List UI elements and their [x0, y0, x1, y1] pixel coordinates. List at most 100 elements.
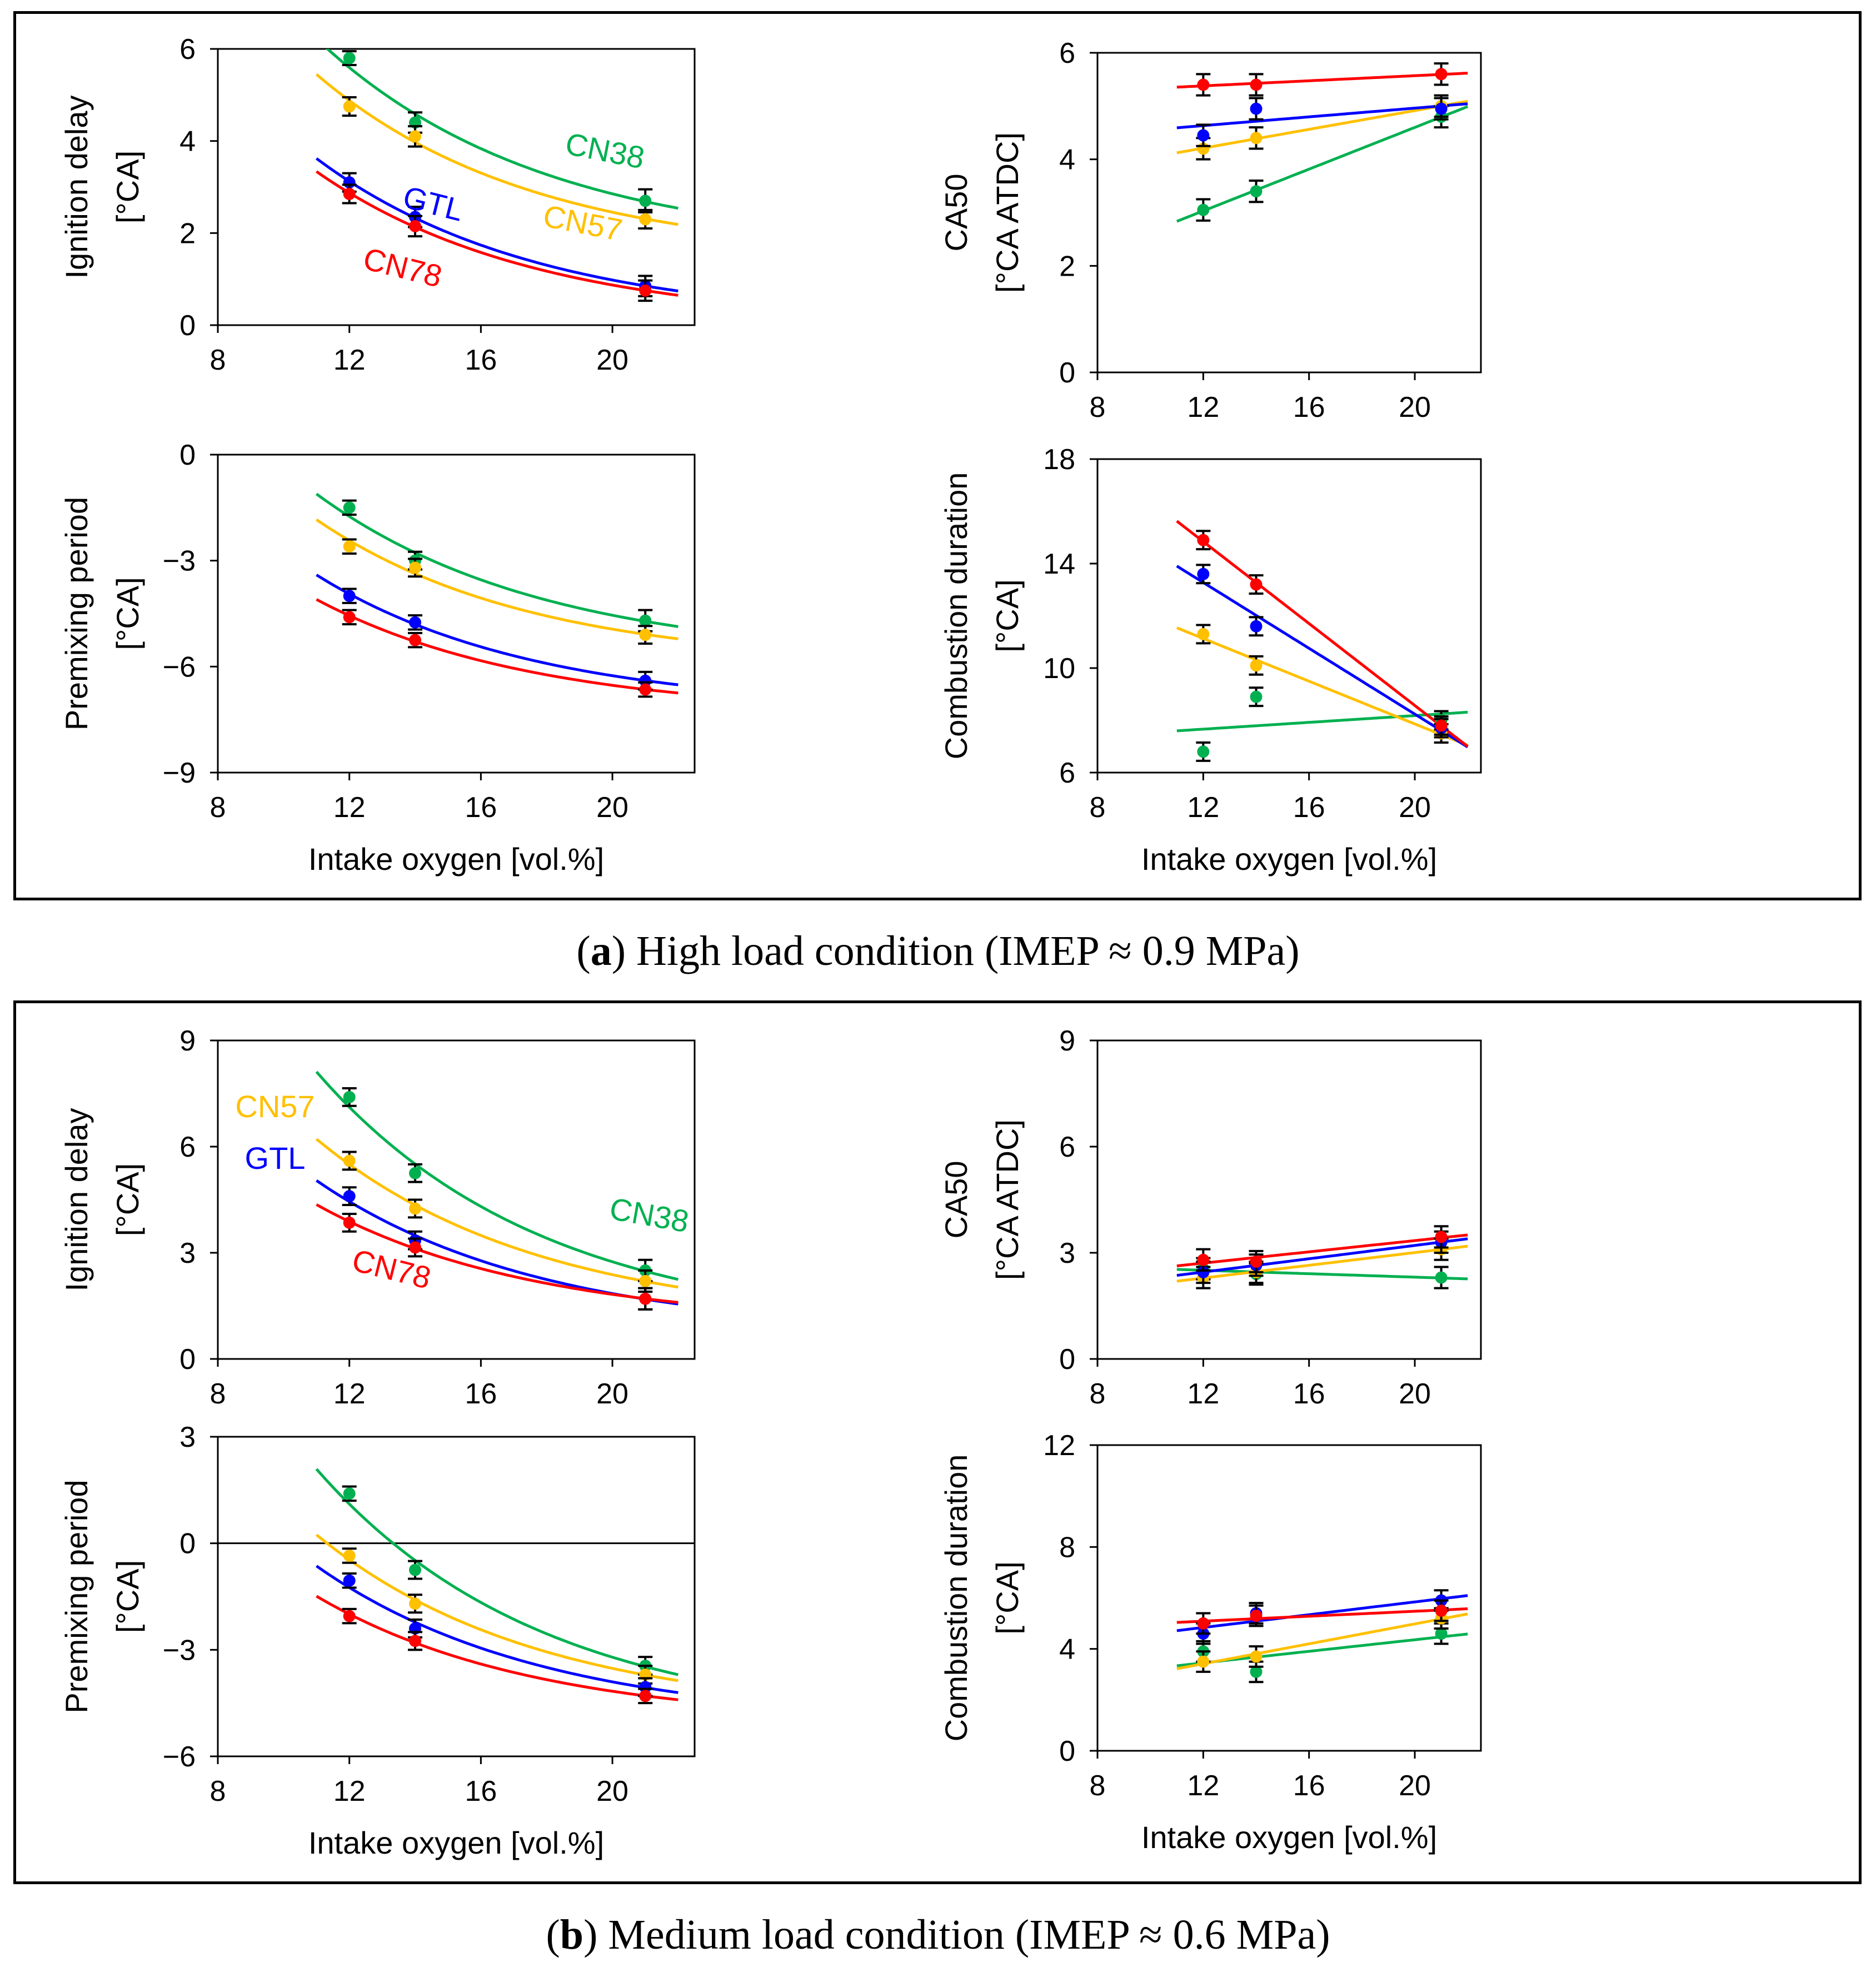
data-point-cn78: [409, 634, 422, 646]
y-tick-label: −3: [163, 1634, 196, 1666]
fit-line-cn57: [1176, 1244, 1468, 1283]
series-label-cn57: CN57: [540, 198, 625, 247]
x-tick-label: 8: [210, 791, 226, 824]
plot-frame: [1096, 1444, 1482, 1752]
x-tick-label: 8: [1090, 1378, 1106, 1410]
data-point-gtl: [639, 674, 652, 687]
data-point-cn78: [639, 284, 652, 297]
y-tick-label: 6: [1059, 757, 1075, 789]
data-point-cn78: [639, 1690, 652, 1702]
caption-a: (a) High load condition (IMEP ≈ 0.9 MPa): [576, 928, 1300, 974]
data-point-cn78: [1435, 1604, 1448, 1617]
x-tick-label: 16: [465, 1775, 497, 1807]
data-point-cn57: [1197, 1655, 1210, 1668]
data-point-cn57: [409, 1597, 422, 1610]
data-point-gtl: [343, 1190, 356, 1203]
x-tick-label: 12: [1187, 391, 1219, 424]
chart-a-ignition: 0 2 4 6 8 12 16 20 Ignition delay [°CA] CN38 CN57 GT…: [59, 33, 696, 376]
data-point-cn38: [1197, 745, 1210, 758]
data-point-cn78: [1197, 534, 1210, 546]
x-tick-label: 20: [1399, 1378, 1431, 1410]
y-tick-label: 6: [1059, 37, 1075, 69]
y-tick-label: 0: [179, 439, 196, 471]
fit-line-cn38: [1176, 1268, 1468, 1281]
y-axis-label: [°CA ATDC]: [990, 1119, 1025, 1280]
y-tick-label: 0: [1059, 1735, 1075, 1767]
y-tick-label: −6: [163, 1741, 196, 1773]
fit-line-cn78: [316, 598, 678, 695]
series-label-cn38: CN38: [562, 126, 647, 175]
fit-line-cn57: [1176, 1612, 1468, 1670]
y-tick-label: 0: [179, 1343, 196, 1376]
data-point-gtl: [1197, 129, 1210, 142]
data-point-cn78: [1250, 578, 1263, 591]
fit-line-gtl: [1176, 565, 1469, 749]
data-point-cn57: [639, 629, 652, 641]
data-point-cn57: [1250, 659, 1263, 672]
panel-b-frame: [13, 1000, 1862, 1884]
caption-b: (b) Medium load condition (IMEP ≈ 0.6 MP…: [546, 1911, 1330, 1958]
x-tick-label: 12: [333, 791, 366, 824]
data-point-cn57: [409, 130, 422, 143]
x-tick-label: 16: [1293, 391, 1325, 424]
x-tick-label: 12: [1187, 1378, 1219, 1410]
fit-line-gtl: [1176, 1594, 1468, 1632]
x-tick-label: 20: [596, 344, 628, 376]
data-point-cn57: [1197, 628, 1210, 640]
y-axis-label: [°CA ATDC]: [990, 132, 1025, 293]
data-point-cn57: [639, 1274, 652, 1287]
data-point-cn38: [1435, 1627, 1448, 1640]
data-point-gtl: [409, 616, 422, 629]
y-axis-label: [°CA]: [110, 1163, 145, 1236]
x-tick-label: 12: [1187, 791, 1219, 824]
y-tick-label: 0: [179, 310, 196, 342]
y-tick-label: 2: [1059, 250, 1075, 282]
data-point-cn38: [1435, 1271, 1448, 1284]
chart-a-duration: 6 10 14 18 8 12 16 20 Combustion duration [°CA] In…: [939, 444, 1482, 877]
x-tick-label: 20: [596, 1775, 628, 1807]
data-point-cn57: [1250, 132, 1263, 145]
series-label-gtl: GTL: [245, 1141, 306, 1176]
data-point-gtl: [343, 590, 356, 602]
data-point-cn78: [1435, 719, 1448, 732]
y-tick-label: 6: [179, 33, 196, 66]
plot-frame: [217, 48, 696, 326]
x-tick-label: 20: [596, 1378, 628, 1410]
y-tick-label: 12: [1043, 1430, 1075, 1462]
fit-line-gtl: [1176, 1237, 1468, 1277]
y-tick-label: 6: [179, 1131, 196, 1163]
y-tick-label: 3: [179, 1237, 196, 1269]
x-tick-label: 8: [1090, 1770, 1106, 1802]
fit-line-gtl: [316, 574, 678, 686]
caption-b-text: Medium load condition (IMEP ≈ 0.6 MPa): [608, 1911, 1330, 1958]
fit-line-cn78: [316, 170, 678, 297]
fit-line-gtl: [316, 157, 678, 293]
y-tick-label: 3: [1059, 1237, 1075, 1269]
data-point-gtl: [1250, 102, 1263, 115]
x-axis-label: Intake oxygen [vol.%]: [308, 1825, 604, 1860]
data-point-cn38: [1250, 185, 1263, 198]
y-tick-label: 9: [179, 1025, 196, 1057]
data-point-cn78: [343, 1610, 356, 1622]
fit-line-cn57: [1176, 99, 1468, 155]
data-point-gtl: [1197, 1266, 1210, 1279]
y-axis-label: [°CA]: [990, 579, 1025, 652]
x-tick-label: 16: [1293, 791, 1325, 824]
x-tick-label: 20: [1399, 391, 1431, 424]
data-point-cn78: [409, 1635, 422, 1647]
fit-line-cn78: [1176, 72, 1468, 89]
data-point-cn78: [1197, 78, 1210, 91]
y-tick-label: 8: [1059, 1531, 1075, 1563]
x-tick-label: 16: [465, 1378, 497, 1410]
y-axis-label: Premixing period: [59, 1480, 94, 1713]
data-point-cn38: [639, 195, 652, 207]
data-point-cn57: [639, 213, 652, 226]
fit-line-cn57: [1176, 626, 1469, 747]
chart-b-ignition: 0 3 6 9 8 12 16 20 Ignition delay [°CA] CN38 CN57 GT…: [59, 1025, 696, 1410]
y-axis-label: Premixing period: [59, 497, 94, 730]
plot-frame: [1096, 458, 1482, 774]
x-tick-label: 16: [465, 791, 497, 824]
data-point-gtl: [1197, 567, 1210, 580]
fit-line-cn78: [1176, 520, 1469, 748]
